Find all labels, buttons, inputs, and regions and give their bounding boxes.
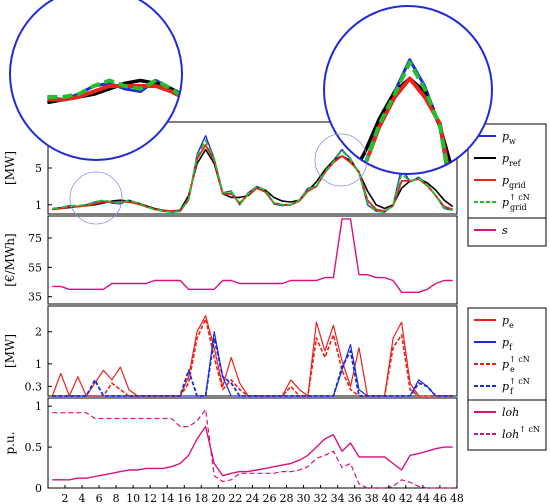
- x-tick-label: 16: [177, 492, 191, 504]
- magnifier-right-series-p-grid-fee: [324, 60, 492, 174]
- x-tick-label: 14: [160, 492, 174, 504]
- x-tick-label: 46: [433, 492, 447, 504]
- x-tick-label: 24: [245, 492, 259, 504]
- x-tick-label: 34: [331, 492, 345, 504]
- legend-entry: pf: [502, 336, 513, 352]
- y-tick-label: 2: [35, 326, 42, 339]
- x-tick-label: 26: [262, 492, 276, 504]
- x-tick-label: 32: [314, 492, 328, 504]
- x-tick-label: 44: [416, 492, 430, 504]
- magnifier-right-bg: [324, 6, 492, 174]
- magnifier-left-bg: [10, 0, 182, 160]
- x-tick-label: 2: [61, 492, 68, 504]
- x-tick-label: 22: [228, 492, 242, 504]
- magnifier-right-rim: [323, 5, 493, 175]
- y-tick-label: 1: [35, 400, 42, 413]
- y-tick-label: 75: [28, 232, 42, 245]
- x-tick-label: 28: [280, 492, 294, 504]
- y-tick-label: 35: [28, 291, 42, 304]
- legend-entry: s: [502, 224, 508, 237]
- y-tick-label: 0.5: [25, 441, 43, 454]
- x-tick-label: 4: [79, 492, 86, 504]
- magnifier-left-rim: [9, 0, 183, 161]
- series-s: [52, 218, 453, 293]
- plot-frame: [47, 305, 458, 397]
- legend-entry: p↑ cN grid: [502, 193, 530, 212]
- magnifier-left-series-p-grid-fee: [47, 78, 182, 110]
- y-axis-label: [€/MWh]: [3, 233, 17, 286]
- y-tick-label: 55: [28, 261, 42, 274]
- y-tick-label: 1: [35, 199, 42, 212]
- magnifier-right-series-p-grid: [324, 76, 492, 174]
- x-tick-label: 12: [143, 492, 157, 504]
- plot-frame: [47, 215, 458, 305]
- legend-box: [467, 217, 547, 247]
- x-tick-label: 8: [113, 492, 120, 504]
- legend-box: [467, 399, 547, 451]
- x-tick-label: 6: [96, 492, 103, 504]
- x-tick-label: 40: [382, 492, 396, 504]
- x-tick-label: 18: [194, 492, 208, 504]
- legend-entry: loh: [502, 406, 519, 419]
- x-tick-label: 48: [450, 492, 464, 504]
- series-p-e-fee: [52, 318, 453, 397]
- y-axis-label: [MW]: [3, 151, 17, 185]
- magnifier-right-source: [314, 133, 368, 187]
- y-tick-label: 0: [35, 482, 42, 495]
- series-loh: [52, 425, 453, 481]
- magnifier-left-content: [47, 78, 182, 110]
- y-tick-label: 5: [35, 162, 42, 175]
- magnifier-right: [314, 5, 493, 187]
- magnifier-left: [9, 0, 183, 225]
- series-loh-fee: [52, 408, 453, 489]
- x-tick-label: 42: [399, 492, 413, 504]
- x-tick-label: 38: [365, 492, 379, 504]
- magnifier-left-source: [69, 171, 123, 225]
- magnifiers: [9, 0, 493, 225]
- series-p-f-fee: [52, 337, 453, 397]
- x-tick-label: 36: [348, 492, 362, 504]
- y-axis-label: p.u.: [3, 431, 17, 454]
- panel-2: 35 55 75 [€/MWh] s: [3, 215, 547, 305]
- panel-4: 00.51p.u.2 4 6 8 10 12 14 16 18 20 22 24 26 28 30 32 34 3…: [3, 397, 547, 504]
- x-tick-label: 20: [211, 492, 225, 504]
- y-tick-label: 0.3: [25, 380, 43, 393]
- y-axis-label: [MW]: [3, 334, 17, 368]
- series-p-grid-fee: [52, 139, 453, 214]
- y-tick-label: 1: [35, 358, 42, 371]
- x-tick-label: 10: [126, 492, 140, 504]
- x-tick-label: 30: [297, 492, 311, 504]
- plot-frame: [47, 397, 458, 489]
